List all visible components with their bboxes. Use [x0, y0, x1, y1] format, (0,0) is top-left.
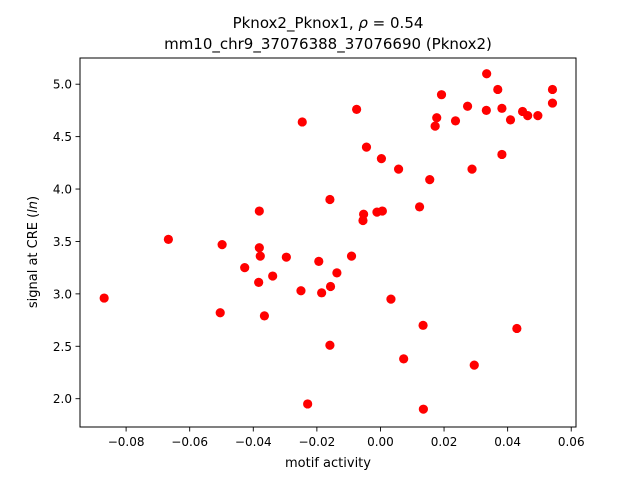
data-point	[482, 69, 492, 79]
data-point	[497, 103, 507, 113]
data-point	[418, 404, 428, 414]
data-point	[359, 209, 369, 219]
y-tick-label: 3.5	[53, 235, 72, 249]
axes-frame	[79, 57, 577, 428]
data-point	[497, 149, 507, 160]
y-axis-label-prefix: signal at CRE (	[26, 213, 41, 308]
data-point	[418, 320, 428, 330]
data-point	[377, 206, 387, 216]
x-tick-label: 0.02	[431, 435, 458, 449]
title-rho-symbol: ρ	[358, 14, 368, 32]
y-axis-label-suffix: )	[26, 196, 41, 201]
data-point	[325, 340, 335, 350]
data-point	[254, 277, 264, 287]
data-point	[215, 308, 225, 318]
data-point	[163, 234, 173, 244]
data-point	[352, 104, 362, 114]
data-point	[376, 154, 387, 164]
data-point	[414, 202, 425, 212]
x-tick-label: 0.00	[367, 435, 394, 449]
data-point	[512, 323, 522, 334]
x-tick-label: 0.06	[558, 435, 585, 449]
data-point	[317, 288, 327, 298]
data-point	[467, 164, 477, 174]
x-tick-label: −0.08	[108, 435, 145, 449]
data-point	[314, 256, 324, 266]
x-tick-label: −0.02	[298, 435, 335, 449]
data-point	[450, 116, 461, 126]
data-point	[361, 142, 372, 152]
data-point	[99, 293, 109, 303]
data-point	[432, 113, 442, 123]
chart-title-line2: mm10_chr9_37076388_37076690 (Pknox2)	[164, 35, 492, 54]
data-point	[523, 111, 533, 121]
y-tick-label: 5.0	[53, 78, 72, 92]
data-point	[259, 311, 270, 321]
data-point	[303, 399, 313, 409]
scatter-points	[99, 69, 558, 414]
data-point	[255, 251, 265, 261]
x-tick-label: −0.04	[235, 435, 272, 449]
data-point	[469, 360, 479, 370]
data-point	[505, 115, 516, 125]
x-tick-label: −0.06	[171, 435, 208, 449]
data-point	[481, 105, 491, 116]
data-point	[547, 84, 558, 95]
data-point	[332, 268, 342, 278]
plot-area: −0.08 −0.06 −0.04 −0.02 0.00 0.02 0.04 0.06 2.0 2…	[53, 57, 585, 449]
data-point	[268, 271, 278, 281]
chart-title-line1: Pknox2_Pknox1, ρ = 0.54	[233, 14, 424, 33]
data-point	[436, 90, 447, 100]
data-point	[281, 252, 291, 262]
y-tick-label: 4.5	[53, 130, 72, 144]
data-point	[386, 294, 396, 304]
x-tick-label: 0.04	[494, 435, 521, 449]
y-axis-label: signal at CRE (ln)	[26, 196, 41, 308]
y-tick-label: 2.5	[53, 340, 72, 354]
data-point	[393, 164, 404, 174]
data-point	[296, 286, 306, 296]
data-point	[240, 263, 250, 273]
data-point	[325, 194, 335, 205]
data-point	[547, 98, 558, 108]
data-point	[254, 206, 264, 216]
data-point	[217, 240, 227, 250]
title-main-text: Pknox2_Pknox1,	[233, 14, 359, 33]
data-point	[425, 175, 435, 185]
y-tick-label: 3.0	[53, 287, 72, 301]
data-point	[399, 354, 409, 364]
y-tick-label: 2.0	[53, 392, 72, 406]
data-point	[493, 84, 503, 95]
data-point	[346, 251, 357, 261]
data-point	[533, 111, 543, 121]
data-point	[325, 281, 336, 292]
data-point	[430, 121, 440, 131]
data-point	[462, 101, 473, 111]
title-rho-value: = 0.54	[368, 14, 424, 32]
y-axis-label-italic: ln	[26, 201, 41, 213]
data-point	[297, 117, 307, 127]
data-point	[254, 243, 264, 253]
y-tick-label: 4.0	[53, 183, 72, 197]
x-axis-label: motif activity	[285, 456, 371, 471]
